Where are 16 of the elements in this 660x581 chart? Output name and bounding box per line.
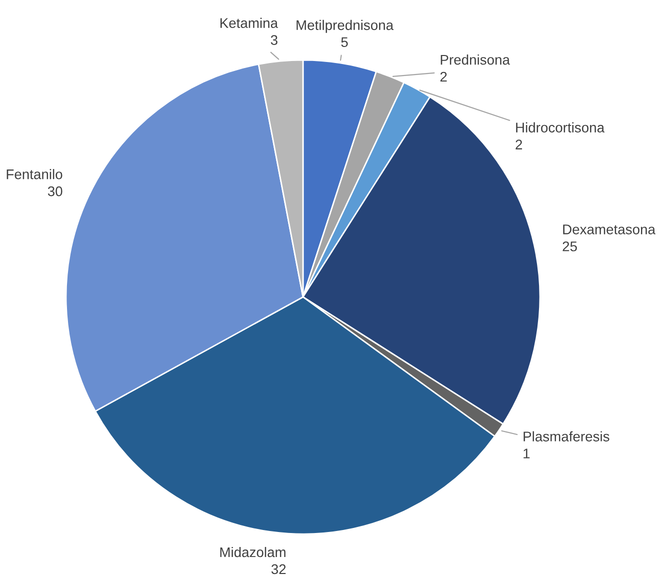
slice-label: Midazolam bbox=[220, 546, 286, 558]
slice-label: Fentanilo bbox=[6, 169, 62, 180]
slice-label: Dexametasona bbox=[563, 224, 656, 234]
data-label: 3 bbox=[270, 35, 278, 45]
data-label: 5 bbox=[341, 37, 348, 48]
slice-label: Ketamina bbox=[220, 18, 278, 28]
data-label: 30 bbox=[48, 186, 62, 196]
data-label: 25 bbox=[562, 241, 577, 252]
slice-label: Prednisona bbox=[440, 54, 510, 65]
data-label: 2 bbox=[440, 72, 447, 82]
slice-label: Plasmaferesis bbox=[524, 431, 610, 442]
data-label: 2 bbox=[516, 140, 522, 150]
slice-label: Metilprednisona bbox=[296, 20, 394, 33]
data-label: 32 bbox=[271, 564, 286, 574]
slice-label: Hidrocortisona bbox=[516, 122, 605, 132]
data-label: 1 bbox=[524, 448, 530, 458]
